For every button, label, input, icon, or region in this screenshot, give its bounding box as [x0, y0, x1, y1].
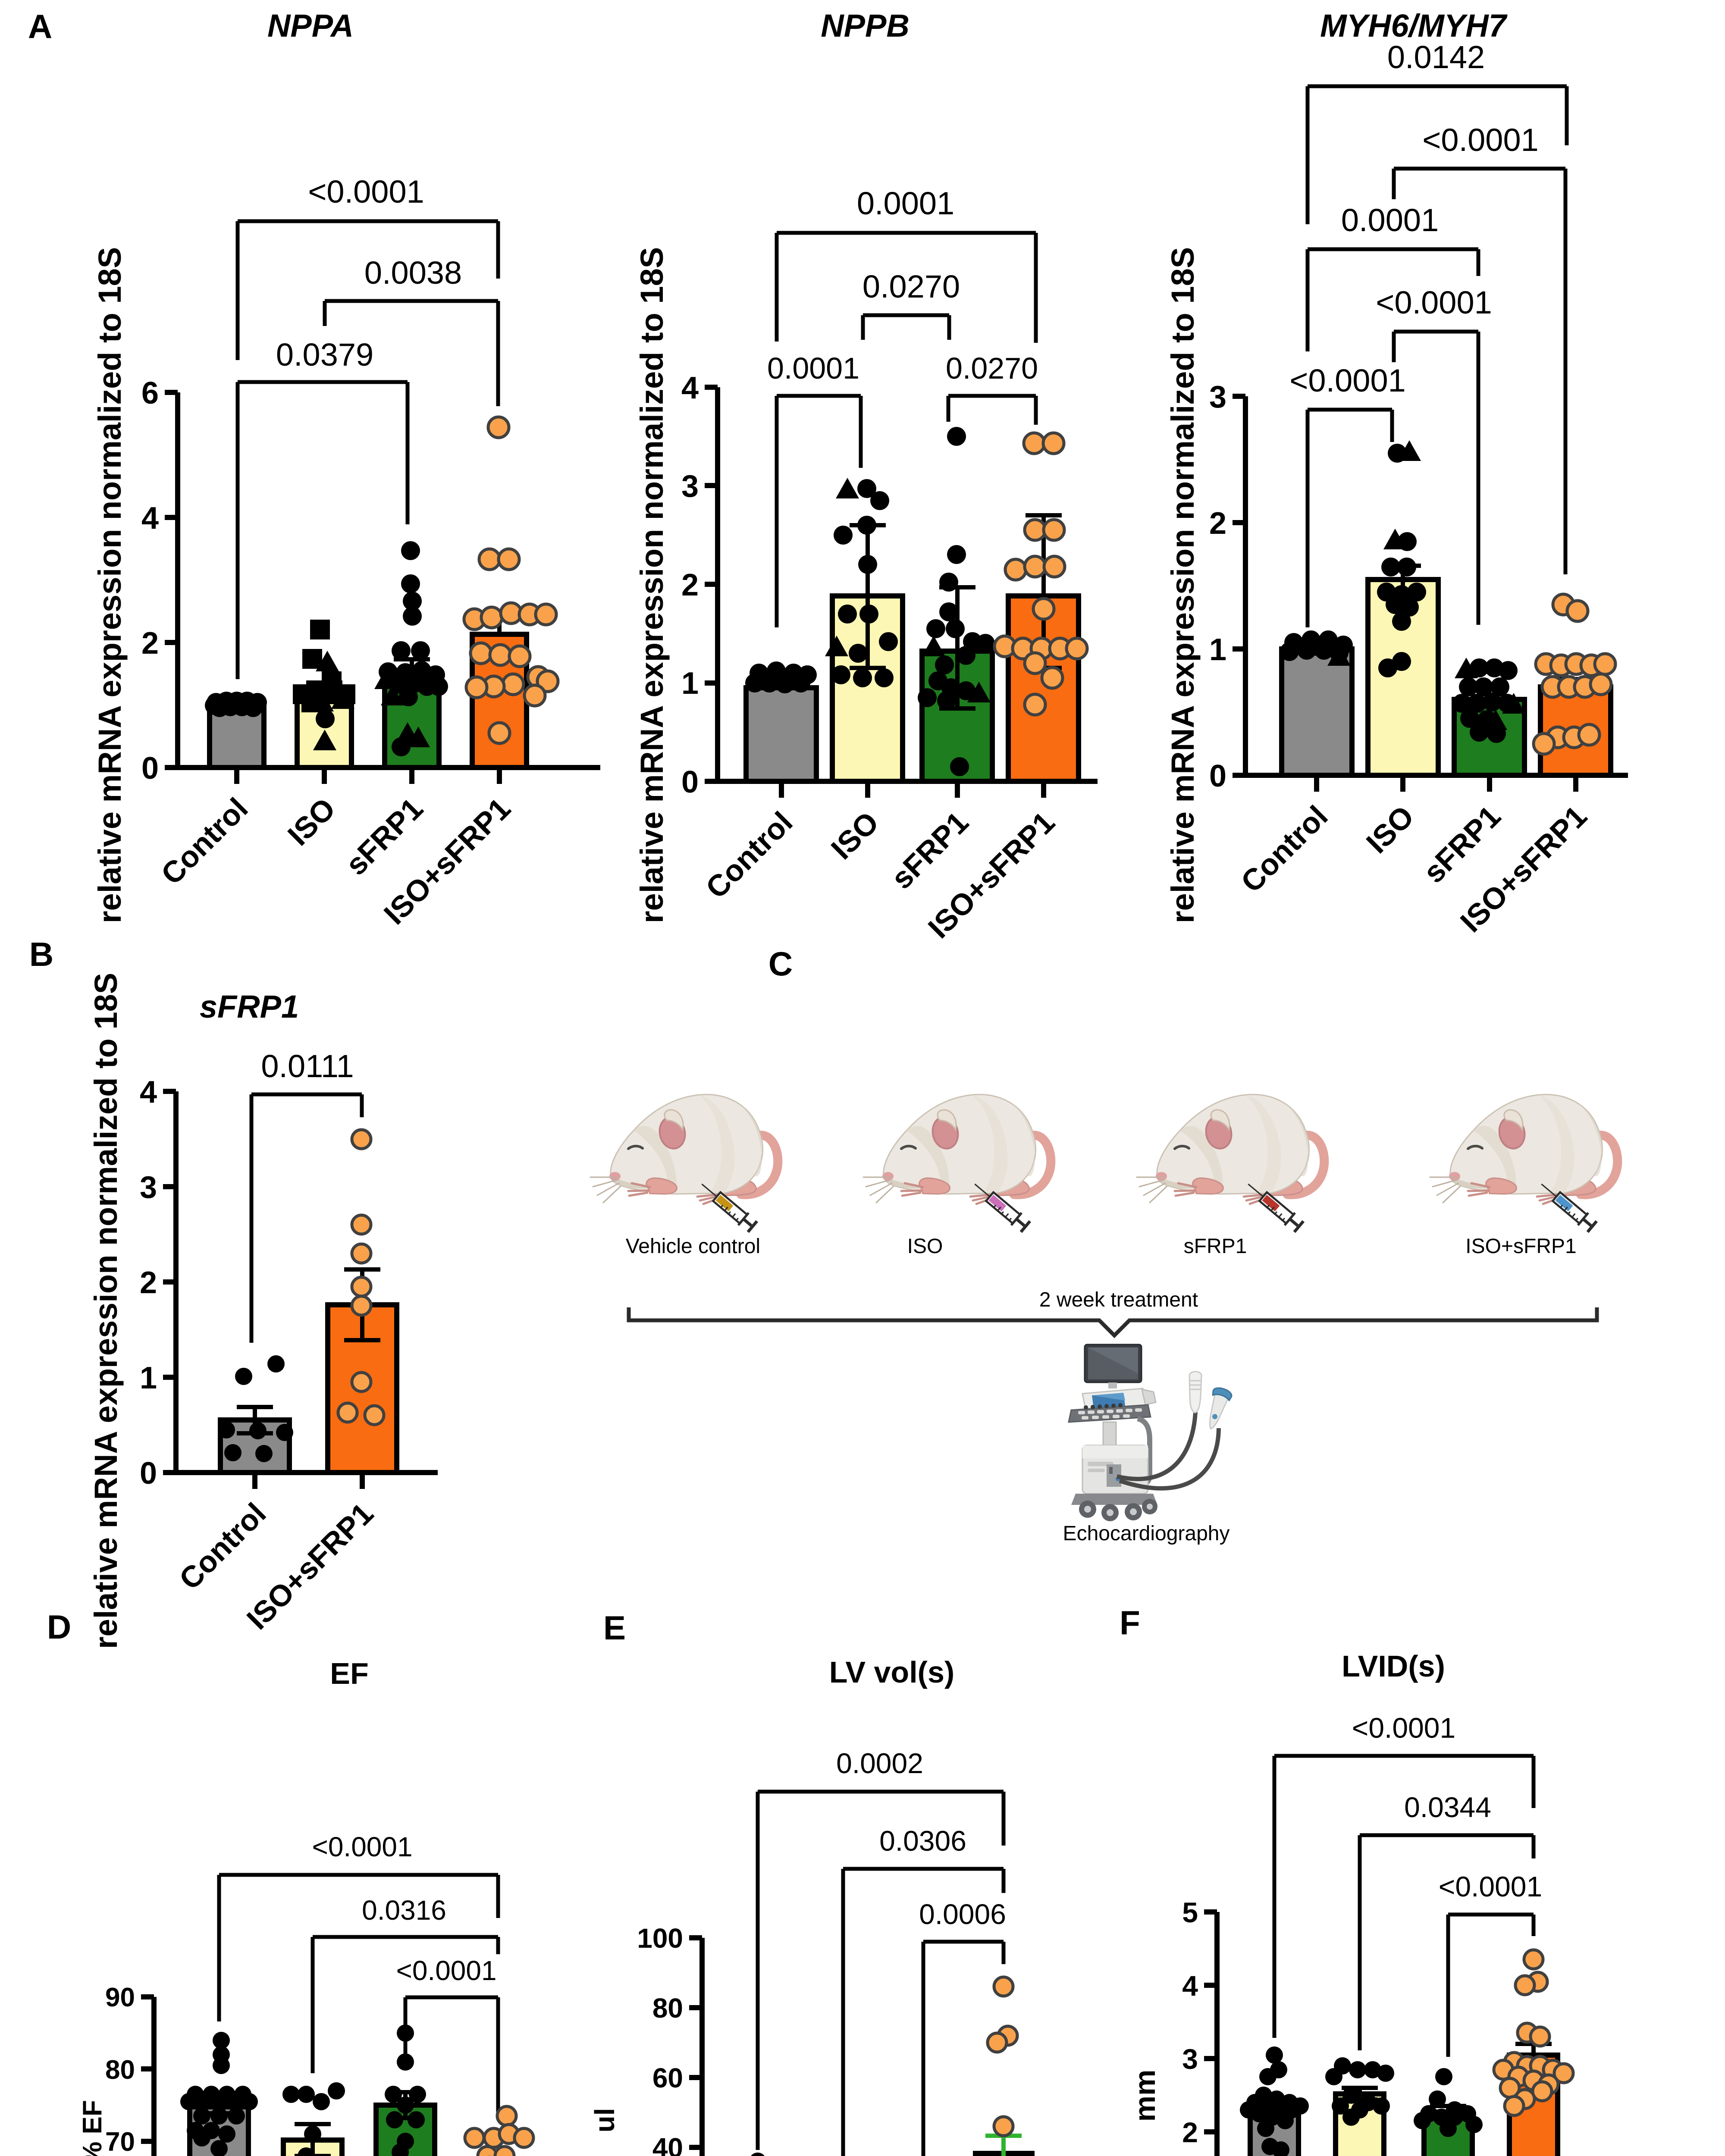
svg-text:D: D [47, 1608, 71, 1646]
svg-text:1: 1 [681, 666, 699, 701]
svg-text:60: 60 [652, 2062, 683, 2093]
svg-text:<0.0001: <0.0001 [1289, 363, 1406, 398]
svg-text:<0.0001: <0.0001 [1376, 285, 1492, 320]
svg-text:relative mRNA expression norma: relative mRNA expression normalized to 1… [634, 247, 670, 923]
svg-text:% EF: % EF [78, 2100, 107, 2156]
svg-text:4: 4 [1182, 1970, 1198, 2002]
svg-text:2: 2 [141, 626, 159, 661]
svg-text:ISO+sFRP1: ISO+sFRP1 [1465, 1235, 1576, 1258]
svg-text:4: 4 [141, 501, 159, 536]
svg-text:LVID(s): LVID(s) [1342, 1649, 1445, 1683]
svg-text:0.0038: 0.0038 [364, 255, 462, 291]
svg-text:relative mRNA expression norma: relative mRNA expression normalized to 1… [88, 973, 124, 1649]
svg-text:6: 6 [141, 376, 159, 411]
svg-text:0: 0 [141, 751, 159, 786]
svg-text:<0.0001: <0.0001 [308, 174, 424, 210]
svg-text:3: 3 [140, 1170, 157, 1205]
svg-text:Vehicle control: Vehicle control [626, 1235, 760, 1258]
svg-text:0.0344: 0.0344 [1404, 1791, 1491, 1823]
svg-text:<0.0001: <0.0001 [1439, 1871, 1542, 1902]
svg-text:0.0001: 0.0001 [767, 351, 859, 385]
svg-text:relative mRNA expression norma: relative mRNA expression normalized to 1… [1165, 247, 1201, 923]
svg-text:0.0001: 0.0001 [1341, 202, 1439, 238]
svg-text:<0.0001: <0.0001 [1352, 1712, 1455, 1744]
svg-text:<0.0001: <0.0001 [396, 1955, 496, 1986]
svg-text:2: 2 [681, 568, 699, 602]
svg-text:0: 0 [1209, 759, 1226, 793]
svg-text:B: B [29, 935, 53, 973]
svg-text:70: 70 [105, 2127, 135, 2156]
svg-text:0.0270: 0.0270 [862, 269, 960, 304]
svg-text:100: 100 [637, 1923, 683, 1954]
svg-text:Echocardiography: Echocardiography [1063, 1522, 1230, 1545]
svg-text:90: 90 [105, 1983, 135, 2012]
svg-text:4: 4 [140, 1075, 157, 1109]
svg-text:mm: mm [1129, 2070, 1161, 2122]
svg-text:NPPA: NPPA [267, 8, 354, 44]
svg-text:MYH6/MYH7: MYH6/MYH7 [1320, 8, 1508, 44]
svg-text:<0.0001: <0.0001 [312, 1831, 412, 1862]
svg-text:2: 2 [1182, 2116, 1198, 2148]
svg-text:sFRP1: sFRP1 [200, 989, 299, 1025]
svg-text:0.0316: 0.0316 [362, 1895, 446, 1926]
svg-text:2: 2 [1209, 506, 1226, 541]
svg-text:NPPB: NPPB [821, 8, 910, 44]
svg-text:C: C [768, 945, 793, 983]
svg-text:40: 40 [652, 2132, 683, 2156]
svg-text:0: 0 [681, 765, 699, 799]
svg-text:5: 5 [1182, 1896, 1198, 1928]
svg-text:0.0306: 0.0306 [879, 1825, 966, 1857]
svg-text:0.0002: 0.0002 [836, 1747, 923, 1779]
svg-text:sFRP1: sFRP1 [1184, 1235, 1247, 1258]
svg-text:0: 0 [140, 1456, 157, 1491]
svg-text:0.0006: 0.0006 [919, 1898, 1006, 1930]
svg-text:1: 1 [140, 1361, 157, 1395]
svg-text:80: 80 [652, 1993, 683, 2024]
svg-text:2: 2 [140, 1266, 157, 1300]
svg-text:ul: ul [589, 2108, 620, 2133]
svg-text:3: 3 [681, 469, 699, 504]
svg-text:EF: EF [330, 1657, 368, 1690]
svg-text:E: E [603, 1609, 626, 1647]
svg-text:2 week treatment: 2 week treatment [1039, 1288, 1198, 1311]
svg-text:0.0270: 0.0270 [946, 351, 1038, 385]
svg-text:1: 1 [1209, 633, 1226, 667]
svg-text:A: A [28, 7, 52, 45]
svg-text:80: 80 [105, 2055, 135, 2085]
svg-text:0.0379: 0.0379 [276, 337, 373, 373]
svg-text:4: 4 [681, 371, 699, 405]
svg-text:0.0001: 0.0001 [857, 185, 954, 221]
svg-text:0.0111: 0.0111 [261, 1048, 354, 1084]
svg-text:<0.0001: <0.0001 [1422, 122, 1539, 158]
svg-text:0.0142: 0.0142 [1387, 39, 1485, 75]
svg-text:3: 3 [1209, 380, 1226, 414]
svg-text:F: F [1120, 1604, 1140, 1642]
svg-text:ISO: ISO [907, 1235, 943, 1258]
svg-text:relative mRNA expression norma: relative mRNA expression normalized to 1… [92, 247, 128, 923]
svg-text:LV vol(s): LV vol(s) [829, 1655, 954, 1689]
svg-text:3: 3 [1182, 2043, 1198, 2075]
